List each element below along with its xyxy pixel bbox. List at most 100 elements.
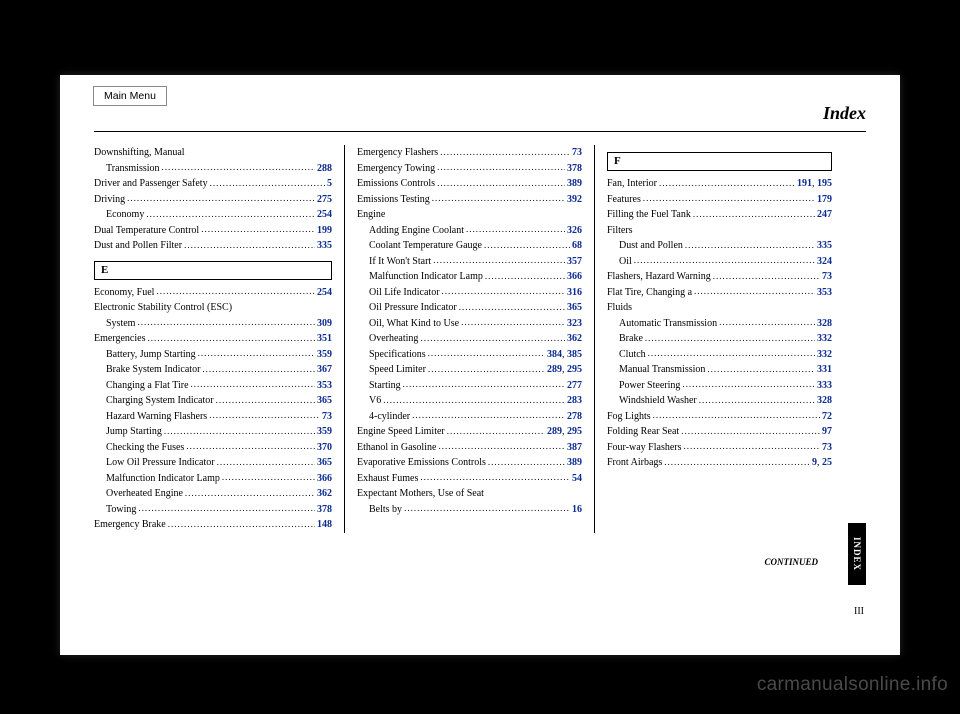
- page-link[interactable]: 328: [817, 395, 832, 406]
- page-link[interactable]: 326: [567, 225, 582, 236]
- page-link[interactable]: 289: [547, 426, 562, 437]
- page-link[interactable]: 195: [817, 178, 832, 189]
- watermark: carmanualsonline.info: [757, 674, 948, 696]
- leader-dots: [420, 471, 570, 487]
- page-link[interactable]: 359: [317, 349, 332, 360]
- leader-dots: [442, 285, 565, 301]
- page-link[interactable]: 362: [317, 488, 332, 499]
- leader-dots: [488, 455, 565, 471]
- entry-label: Hazard Warning Flashers: [106, 409, 207, 425]
- page-link[interactable]: 366: [567, 271, 582, 282]
- entry-label: Transmission: [106, 161, 160, 177]
- page-link[interactable]: 148: [317, 519, 332, 530]
- page-link[interactable]: 335: [317, 240, 332, 251]
- index-entry: Clutch332: [607, 347, 832, 363]
- page-link[interactable]: 387: [567, 442, 582, 453]
- entry-pages: 97: [822, 424, 832, 440]
- page-link[interactable]: 385: [567, 349, 582, 360]
- page-link[interactable]: 357: [567, 256, 582, 267]
- page-link[interactable]: 288: [317, 163, 332, 174]
- entry-label: Features: [607, 192, 641, 208]
- page-link[interactable]: 54: [572, 473, 582, 484]
- page-link[interactable]: 254: [317, 209, 332, 220]
- page-link[interactable]: 191: [797, 178, 812, 189]
- page-link[interactable]: 353: [817, 287, 832, 298]
- section-letter: F: [607, 152, 832, 171]
- page-link[interactable]: 365: [567, 302, 582, 313]
- index-entry: Downshifting, Manual: [94, 145, 332, 161]
- page-link[interactable]: 328: [817, 318, 832, 329]
- page-link[interactable]: 295: [567, 364, 582, 375]
- page-link[interactable]: 73: [822, 271, 832, 282]
- page-link[interactable]: 389: [567, 178, 582, 189]
- page-link[interactable]: 5: [327, 178, 332, 189]
- entry-pages: 73: [822, 440, 832, 456]
- page-link[interactable]: 332: [817, 349, 832, 360]
- page-link[interactable]: 384: [547, 349, 562, 360]
- entry-label: Windshield Washer: [619, 393, 697, 409]
- page-link[interactable]: 370: [317, 442, 332, 453]
- page-link[interactable]: 277: [567, 380, 582, 391]
- entry-label: Folding Rear Seat: [607, 424, 679, 440]
- leader-dots: [185, 486, 315, 502]
- index-entry: Checking the Fuses370: [94, 440, 332, 456]
- entry-pages: 378: [567, 161, 582, 177]
- page-link[interactable]: 389: [567, 457, 582, 468]
- page-link[interactable]: 323: [567, 318, 582, 329]
- page-link[interactable]: 25: [822, 457, 832, 468]
- page-link[interactable]: 73: [572, 147, 582, 158]
- page-link[interactable]: 392: [567, 194, 582, 205]
- entry-pages: 254: [317, 285, 332, 301]
- page-link[interactable]: 353: [317, 380, 332, 391]
- leader-dots: [447, 424, 545, 440]
- leader-dots: [412, 409, 565, 425]
- page-link[interactable]: 179: [817, 194, 832, 205]
- leader-dots: [693, 207, 815, 223]
- page-link[interactable]: 362: [567, 333, 582, 344]
- page-link[interactable]: 73: [822, 442, 832, 453]
- page-link[interactable]: 335: [817, 240, 832, 251]
- page-link[interactable]: 367: [317, 364, 332, 375]
- leader-dots: [461, 316, 565, 332]
- page-link[interactable]: 16: [572, 504, 582, 515]
- page-link[interactable]: 289: [547, 364, 562, 375]
- entry-pages: 331: [817, 362, 832, 378]
- page-link[interactable]: 365: [317, 395, 332, 406]
- page-link[interactable]: 378: [317, 504, 332, 515]
- page-link[interactable]: 295: [567, 426, 582, 437]
- page-link[interactable]: 378: [567, 163, 582, 174]
- leader-dots: [156, 285, 315, 301]
- entry-label: Downshifting, Manual: [94, 145, 185, 161]
- page-link[interactable]: 359: [317, 426, 332, 437]
- page-link[interactable]: 199: [317, 225, 332, 236]
- page-link[interactable]: 324: [817, 256, 832, 267]
- page-link[interactable]: 309: [317, 318, 332, 329]
- page-link[interactable]: 97: [822, 426, 832, 437]
- page-link[interactable]: 72: [822, 411, 832, 422]
- leader-dots: [432, 192, 565, 208]
- entry-label: Manual Transmission: [619, 362, 705, 378]
- main-menu-button[interactable]: Main Menu: [93, 86, 167, 106]
- index-entry: Malfunction Indicator Lamp366: [94, 471, 332, 487]
- page-link[interactable]: 68: [572, 240, 582, 251]
- page-link[interactable]: 333: [817, 380, 832, 391]
- index-entry: Power Steering333: [607, 378, 832, 394]
- page-link[interactable]: 73: [322, 411, 332, 422]
- page-link[interactable]: 316: [567, 287, 582, 298]
- page-link[interactable]: 351: [317, 333, 332, 344]
- page-link[interactable]: 275: [317, 194, 332, 205]
- entry-pages: 335: [317, 238, 332, 254]
- entry-label: Dust and Pollen: [619, 238, 683, 254]
- page-link[interactable]: 9: [812, 457, 817, 468]
- page-link[interactable]: 278: [567, 411, 582, 422]
- page-link[interactable]: 283: [567, 395, 582, 406]
- index-entry: Engine: [357, 207, 582, 223]
- page-link[interactable]: 254: [317, 287, 332, 298]
- entry-pages: 5: [327, 176, 332, 192]
- index-column: Downshifting, ManualTransmission288Drive…: [94, 145, 344, 533]
- page-link[interactable]: 247: [817, 209, 832, 220]
- page-link[interactable]: 332: [817, 333, 832, 344]
- page-link[interactable]: 331: [817, 364, 832, 375]
- page-link[interactable]: 365: [317, 457, 332, 468]
- page-link[interactable]: 366: [317, 473, 332, 484]
